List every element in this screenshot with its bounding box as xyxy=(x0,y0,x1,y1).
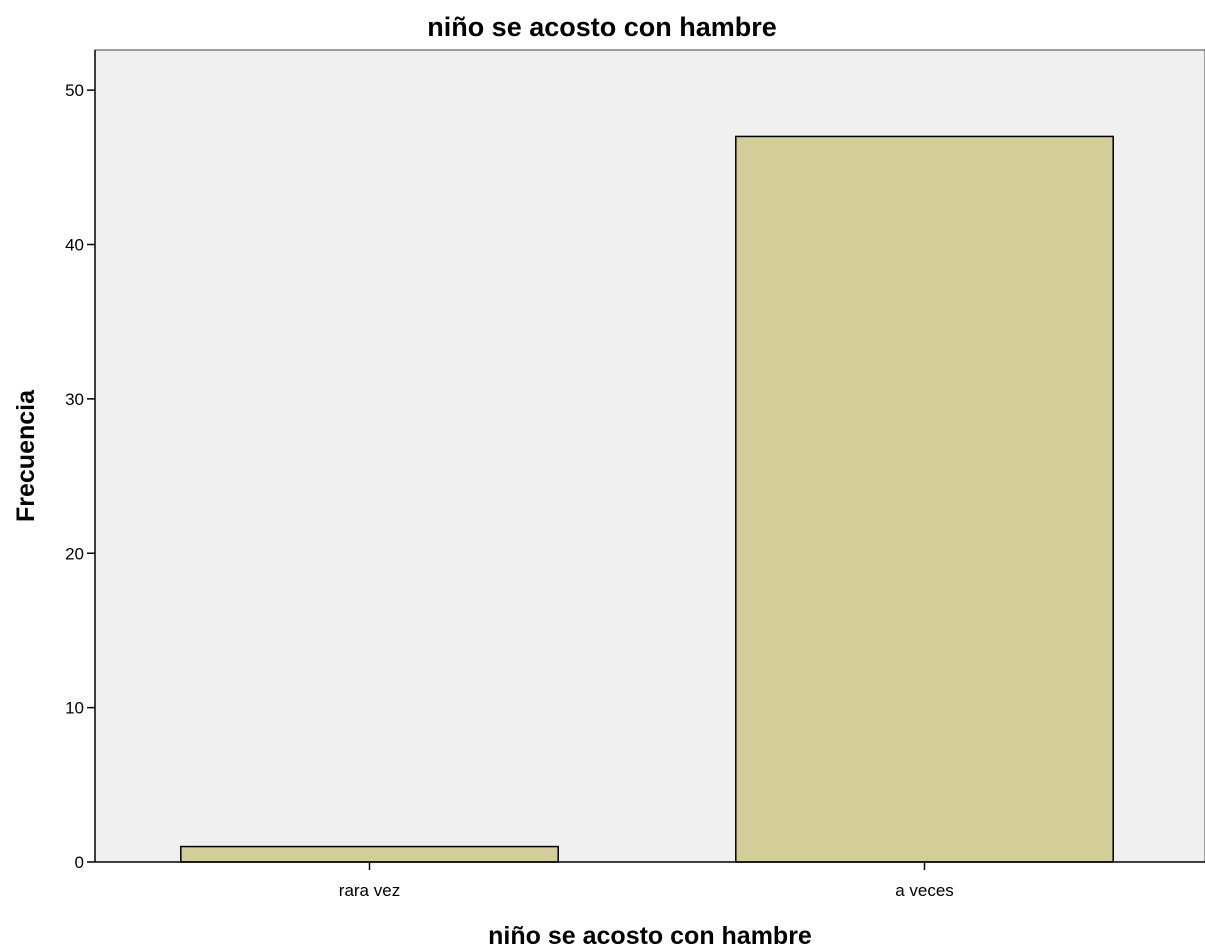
y-axis-title: Frecuencia xyxy=(12,389,40,522)
x-tick-label: rara vez xyxy=(339,881,400,900)
bar xyxy=(736,136,1113,862)
x-tick-label: a veces xyxy=(895,881,954,900)
y-tick-label: 0 xyxy=(75,853,84,872)
y-tick-label: 50 xyxy=(65,81,84,100)
y-tick-label: 10 xyxy=(65,699,84,718)
bar xyxy=(181,847,558,862)
y-ticks-group: 0 10 20 30 40 50 xyxy=(65,81,95,872)
y-tick-label: 20 xyxy=(65,544,84,563)
x-ticks-group: rara vez a veces xyxy=(339,862,954,900)
y-tick-label: 40 xyxy=(65,236,84,255)
x-axis-title: niño se acosto con hambre xyxy=(488,922,812,949)
chart-title: niño se acosto con hambre xyxy=(427,12,777,42)
y-tick-label: 30 xyxy=(65,390,84,409)
